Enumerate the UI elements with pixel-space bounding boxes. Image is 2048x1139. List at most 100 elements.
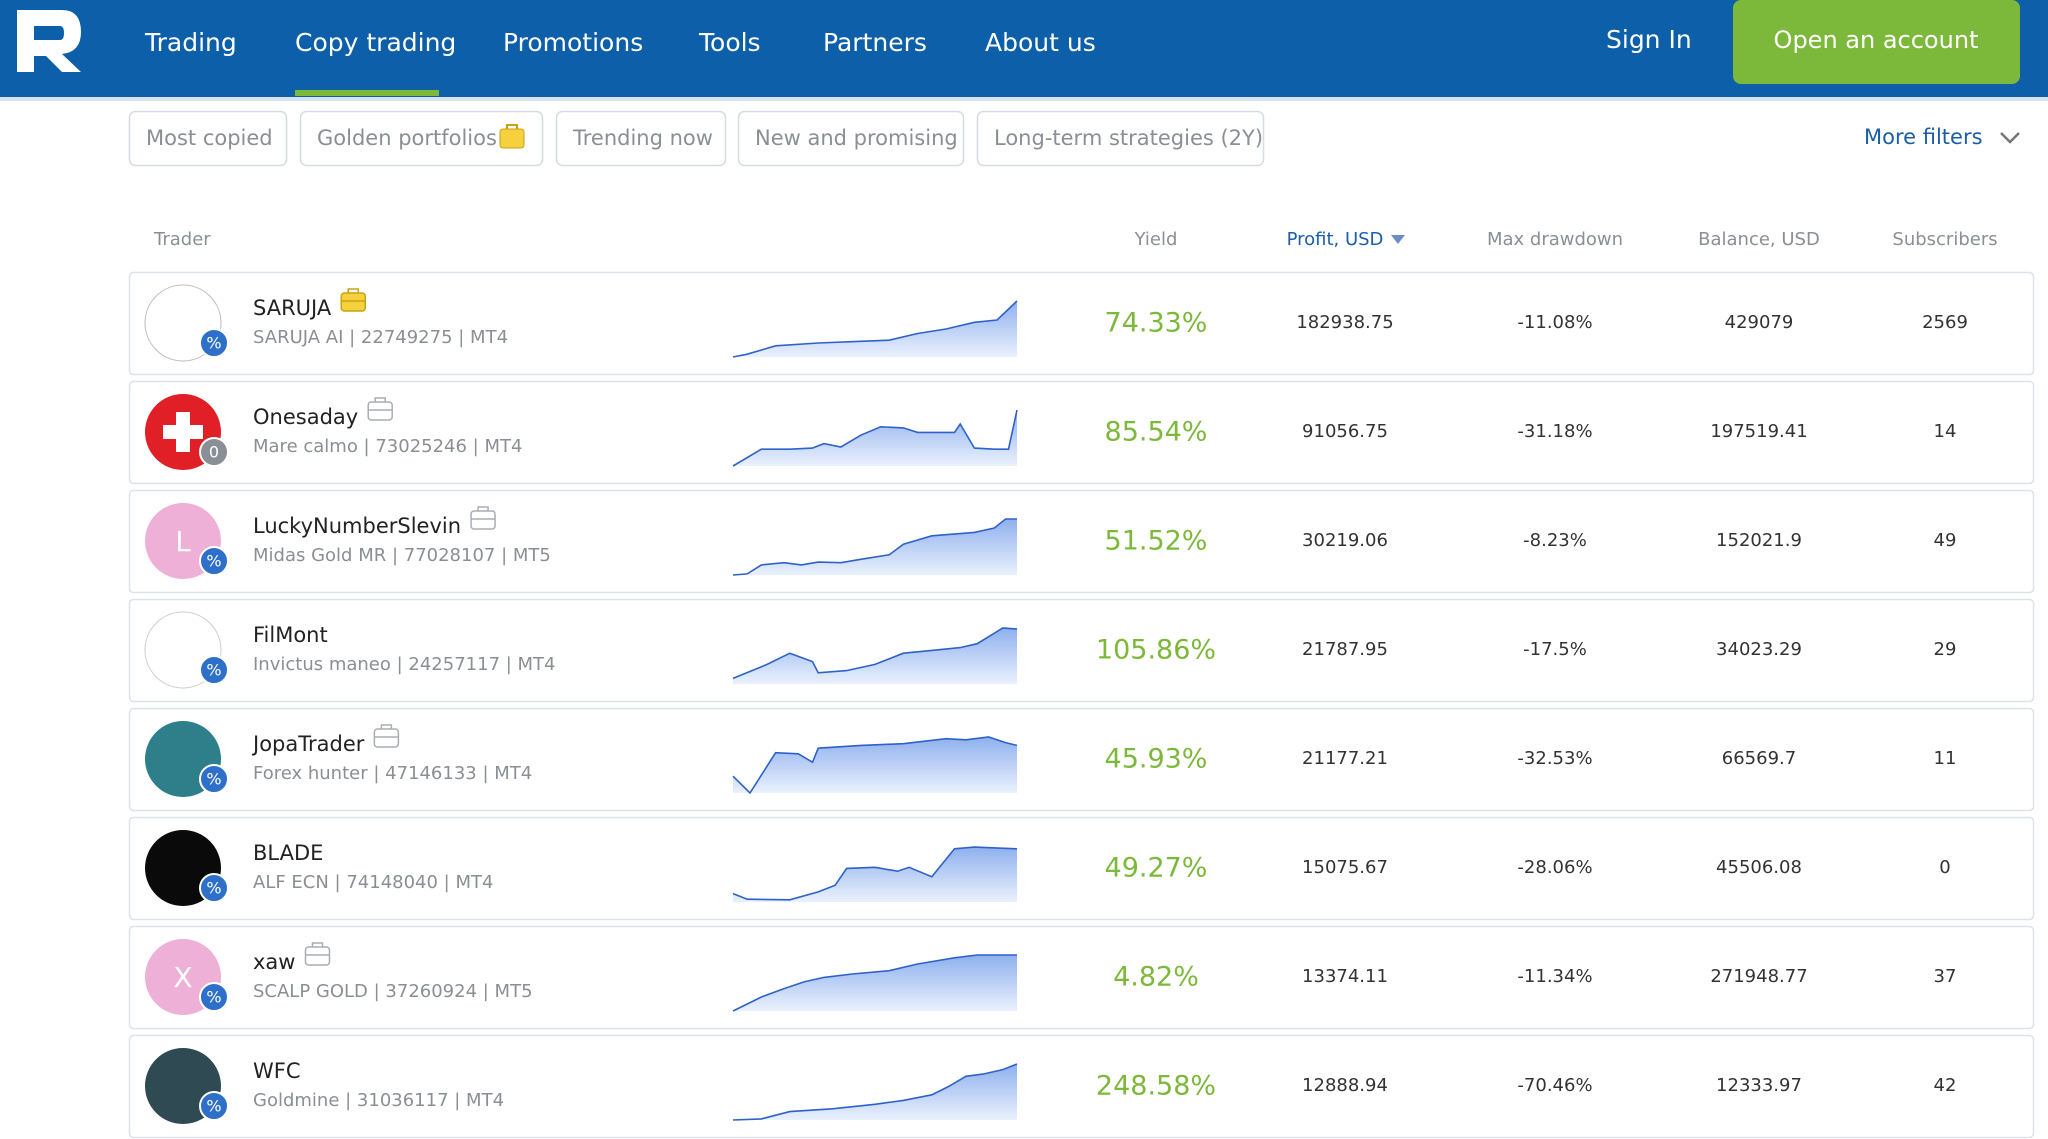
filter-chip[interactable]: Most copied (128, 110, 288, 167)
cell-profit: 13374.11 (1302, 966, 1388, 987)
avatar-badge-text: % (206, 770, 221, 789)
more-filters[interactable]: More filters (1864, 125, 2020, 149)
trader-name: xaw (253, 950, 295, 974)
avatar-badge (199, 1091, 229, 1121)
nav-item[interactable]: Copy trading (295, 28, 456, 57)
trader-row[interactable]: % FilMont Invictus maneo | 24257117 | MT4 1… (128, 598, 2035, 703)
filter-chip[interactable]: Trending now (555, 110, 727, 167)
row-card (128, 380, 2035, 485)
sparkline-area (733, 955, 1017, 1011)
portfolio-icon (373, 728, 400, 748)
cell-drawdown: -32.53% (1517, 748, 1592, 769)
cell-profit: 15075.67 (1302, 857, 1388, 878)
portfolio-icon (340, 292, 366, 312)
trader-row[interactable]: % JopaTrader Forex hunter | 47146133 | MT4… (128, 707, 2035, 812)
cell-profit: 21787.95 (1302, 639, 1388, 660)
logo[interactable] (17, 10, 81, 72)
sparkline-area (733, 1064, 1017, 1120)
portfolio-icon (304, 946, 331, 966)
sparkline (732, 300, 1018, 358)
golden-icon-handle (506, 124, 518, 129)
trader-row[interactable]: X% xaw SCALP GOLD | 37260924 | MT5 4.82% 133… (128, 925, 2035, 1030)
cell-subscribers: 2569 (1922, 312, 1968, 333)
avatar-badge-text: % (206, 661, 221, 680)
row-card (128, 707, 2035, 812)
open-account-button[interactable]: Open an account (1733, 0, 2020, 84)
trader-row[interactable]: % SARUJA SARUJA AI | 22749275 | MT4 74.33% 1… (128, 271, 2035, 376)
yield: 49.27% (1105, 853, 1208, 884)
chip-bg (976, 110, 1265, 167)
sparkline-area (733, 301, 1017, 357)
more-filters-label: More filters (1864, 125, 1983, 149)
chip-bg (299, 110, 544, 167)
chevron (2000, 132, 2020, 144)
header-bar (0, 0, 2048, 97)
avatar-badge-text: % (206, 988, 221, 1007)
chip-bg (128, 110, 288, 167)
portfolio-icon-handle (368, 397, 393, 411)
sparkline-area (733, 519, 1017, 575)
portfolio-icon-handle (471, 506, 496, 520)
portfolio-icon (470, 510, 496, 530)
sparkline-area (733, 847, 1017, 902)
column-header[interactable]: Subscribers (1892, 229, 1997, 250)
filter-chip[interactable]: Golden portfolios (299, 110, 544, 167)
nav-item[interactable]: Tools (698, 28, 761, 57)
cell-subscribers: 11 (1934, 748, 1957, 769)
strategy-info: SARUJA AI | 22749275 | MT4 (253, 327, 508, 348)
trader-name: SARUJA (253, 296, 332, 320)
header-shadow (0, 97, 2048, 101)
yield: 105.86% (1096, 635, 1216, 666)
filter-chip[interactable]: Long-term strategies (2Y) (976, 110, 1265, 167)
sign-in[interactable]: Sign In (1606, 25, 1692, 54)
yield: 45.93% (1105, 744, 1208, 775)
avatar-badge-text: % (206, 1097, 221, 1116)
column-header[interactable]: Max drawdown (1487, 229, 1623, 250)
sparkline (732, 627, 1018, 680)
avatar-badge-text: 0 (209, 443, 219, 462)
nav-item[interactable]: Promotions (503, 28, 643, 57)
sparkline (732, 1063, 1018, 1121)
column-header[interactable]: Yield (1134, 229, 1178, 250)
strategy-info: ALF ECN | 74148040 | MT4 (253, 872, 493, 893)
button-label: Open an account (1774, 26, 1979, 54)
sparkline-area (733, 737, 1017, 793)
trader-row[interactable]: 0 Onesaday Mare calmo | 73025246 | MT4 85.5… (128, 380, 2035, 485)
portfolio-icon (367, 401, 393, 421)
avatar-badge (199, 546, 229, 576)
sparkline (732, 954, 1017, 1012)
nav-item[interactable]: Trading (144, 28, 237, 57)
nav-item[interactable]: About us (985, 28, 1096, 57)
cell-subscribers: 37 (1934, 966, 1957, 987)
cell-drawdown: -8.23% (1523, 530, 1587, 551)
chip-label: Trending now (572, 126, 713, 150)
trader-name: FilMont (253, 623, 328, 647)
filter-chip[interactable]: New and promising (737, 110, 965, 167)
strategy-info: SCALP GOLD | 37260924 | MT5 (253, 981, 533, 1002)
logo-mark (17, 10, 81, 72)
sparkline-area (733, 410, 1017, 466)
yield: 4.82% (1113, 962, 1199, 993)
trader-row[interactable]: L% LuckyNumberSlevin Midas Gold MR | 77028… (128, 489, 2035, 594)
avatar-cross (163, 412, 203, 452)
column-header[interactable]: Profit, USD (1287, 229, 1384, 250)
avatar-badge-text: % (206, 879, 221, 898)
cell-drawdown: -70.46% (1517, 1075, 1592, 1096)
column-header: Trader (153, 229, 211, 250)
strategy-info: Forex hunter | 47146133 | MT4 (253, 763, 532, 784)
row-card (128, 598, 2035, 703)
row-card (128, 489, 2035, 594)
column-header[interactable]: Balance, USD (1698, 229, 1820, 250)
row-card (128, 1034, 2035, 1139)
cell-subscribers: 0 (1939, 857, 1950, 878)
yield: 51.52% (1105, 526, 1208, 557)
chip-bg (737, 110, 965, 167)
yield: 74.33% (1105, 308, 1208, 339)
trader-row[interactable]: % WFC Goldmine | 31036117 | MT4 248.58% 1288… (128, 1034, 2035, 1139)
cell-balance: 152021.9 (1716, 530, 1802, 551)
sort-arrow (1391, 235, 1405, 244)
cell-profit: 182938.75 (1296, 312, 1393, 333)
nav-item[interactable]: Partners (823, 28, 927, 57)
trader-row[interactable]: % BLADE ALF ECN | 74148040 | MT4 49.27% 1507… (128, 816, 2035, 921)
cell-subscribers: 49 (1934, 530, 1957, 551)
